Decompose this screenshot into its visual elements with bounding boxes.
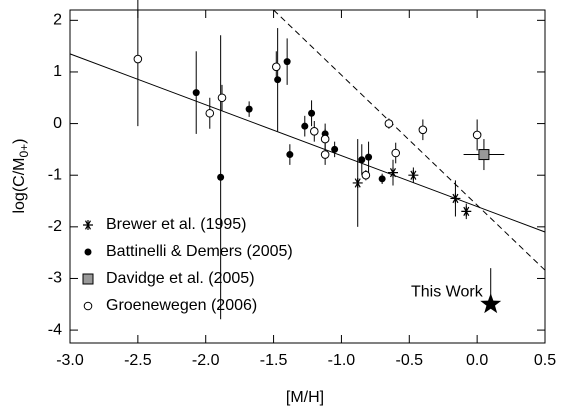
fit-line (273, 9, 546, 271)
point (309, 127, 319, 136)
x-tick-label: -1.5 (260, 352, 288, 369)
y-tick-label: -3 (48, 270, 62, 287)
point (450, 193, 461, 204)
y-label-main: log(C/M (11, 158, 28, 214)
point (378, 175, 386, 183)
point (320, 150, 330, 159)
point (217, 173, 225, 181)
point (461, 206, 472, 217)
x-tick-label: -2.0 (192, 352, 220, 369)
point (472, 130, 482, 140)
legend-label: Groenewegen (2006) (106, 297, 257, 314)
x-tick-label: -2.5 (124, 352, 152, 369)
point (408, 170, 419, 181)
y-tick-label: -1 (48, 166, 62, 183)
point (301, 122, 309, 130)
annotation: This Work (411, 283, 484, 300)
legend-marker (83, 301, 93, 311)
point (478, 149, 490, 161)
legend-marker (84, 248, 92, 256)
legend-label: Davidge et al. (2005) (106, 270, 255, 287)
y-tick-label: 1 (53, 63, 62, 80)
point (358, 156, 366, 164)
point (274, 76, 282, 84)
x-tick-label: -0.5 (395, 352, 423, 369)
point (283, 58, 291, 66)
x-tick-label: 0.5 (534, 352, 556, 369)
fit-line (69, 53, 546, 233)
plot-frame (69, 9, 546, 344)
y-tick-label: -2 (48, 218, 62, 235)
point (286, 151, 294, 159)
legend-label: Battinelli & Demers (2005) (106, 243, 293, 260)
point (480, 293, 502, 314)
x-tick-label: 0.0 (466, 352, 488, 369)
point (192, 89, 200, 97)
point (384, 119, 394, 128)
point (205, 108, 215, 118)
point (418, 125, 428, 135)
point (365, 153, 373, 161)
y-tick-label: 2 (53, 12, 62, 29)
point (391, 148, 401, 158)
point (271, 62, 281, 72)
y-axis-label: log(C/M0+) (11, 138, 31, 213)
y-label-sub: 0+ (17, 144, 31, 158)
point (245, 105, 253, 113)
legend-marker (83, 220, 93, 230)
x-tick-label: -3.0 (56, 352, 84, 369)
y-tick-label: 0 (53, 115, 62, 132)
point (217, 93, 227, 103)
legend-label: Brewer et al. (1995) (106, 216, 247, 233)
point (320, 134, 330, 144)
point (133, 54, 143, 64)
x-tick-label: -1.0 (328, 352, 356, 369)
x-axis-label: [M/H] (286, 389, 324, 406)
y-tick-label: -4 (48, 321, 62, 338)
point (331, 145, 339, 153)
point (352, 177, 363, 188)
point (308, 109, 316, 117)
legend-marker (82, 273, 94, 285)
y-label-end: ) (11, 138, 28, 143)
point (388, 167, 398, 178)
point (361, 170, 371, 180)
